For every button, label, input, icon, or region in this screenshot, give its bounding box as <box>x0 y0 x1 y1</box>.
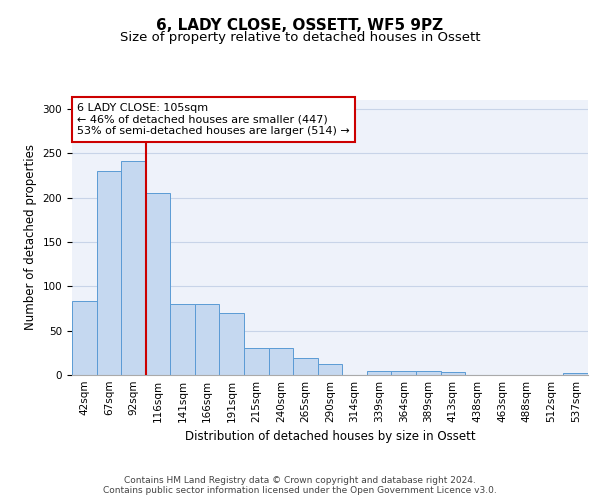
Bar <box>146 193 170 375</box>
Bar <box>367 372 391 375</box>
Text: 6, LADY CLOSE, OSSETT, WF5 9PZ: 6, LADY CLOSE, OSSETT, WF5 9PZ <box>157 18 443 32</box>
Bar <box>440 372 465 375</box>
Text: Size of property relative to detached houses in Ossett: Size of property relative to detached ho… <box>120 31 480 44</box>
Bar <box>269 348 293 375</box>
Text: Contains HM Land Registry data © Crown copyright and database right 2024.
Contai: Contains HM Land Registry data © Crown c… <box>103 476 497 495</box>
Bar <box>293 358 318 375</box>
Bar <box>391 372 416 375</box>
X-axis label: Distribution of detached houses by size in Ossett: Distribution of detached houses by size … <box>185 430 475 444</box>
Y-axis label: Number of detached properties: Number of detached properties <box>24 144 37 330</box>
Bar <box>121 161 146 375</box>
Bar <box>563 373 588 375</box>
Bar <box>170 304 195 375</box>
Text: 6 LADY CLOSE: 105sqm
← 46% of detached houses are smaller (447)
53% of semi-deta: 6 LADY CLOSE: 105sqm ← 46% of detached h… <box>77 103 350 136</box>
Bar <box>244 348 269 375</box>
Bar <box>220 313 244 375</box>
Bar <box>72 302 97 375</box>
Bar <box>97 171 121 375</box>
Bar <box>416 372 440 375</box>
Bar <box>195 304 220 375</box>
Bar <box>318 364 342 375</box>
